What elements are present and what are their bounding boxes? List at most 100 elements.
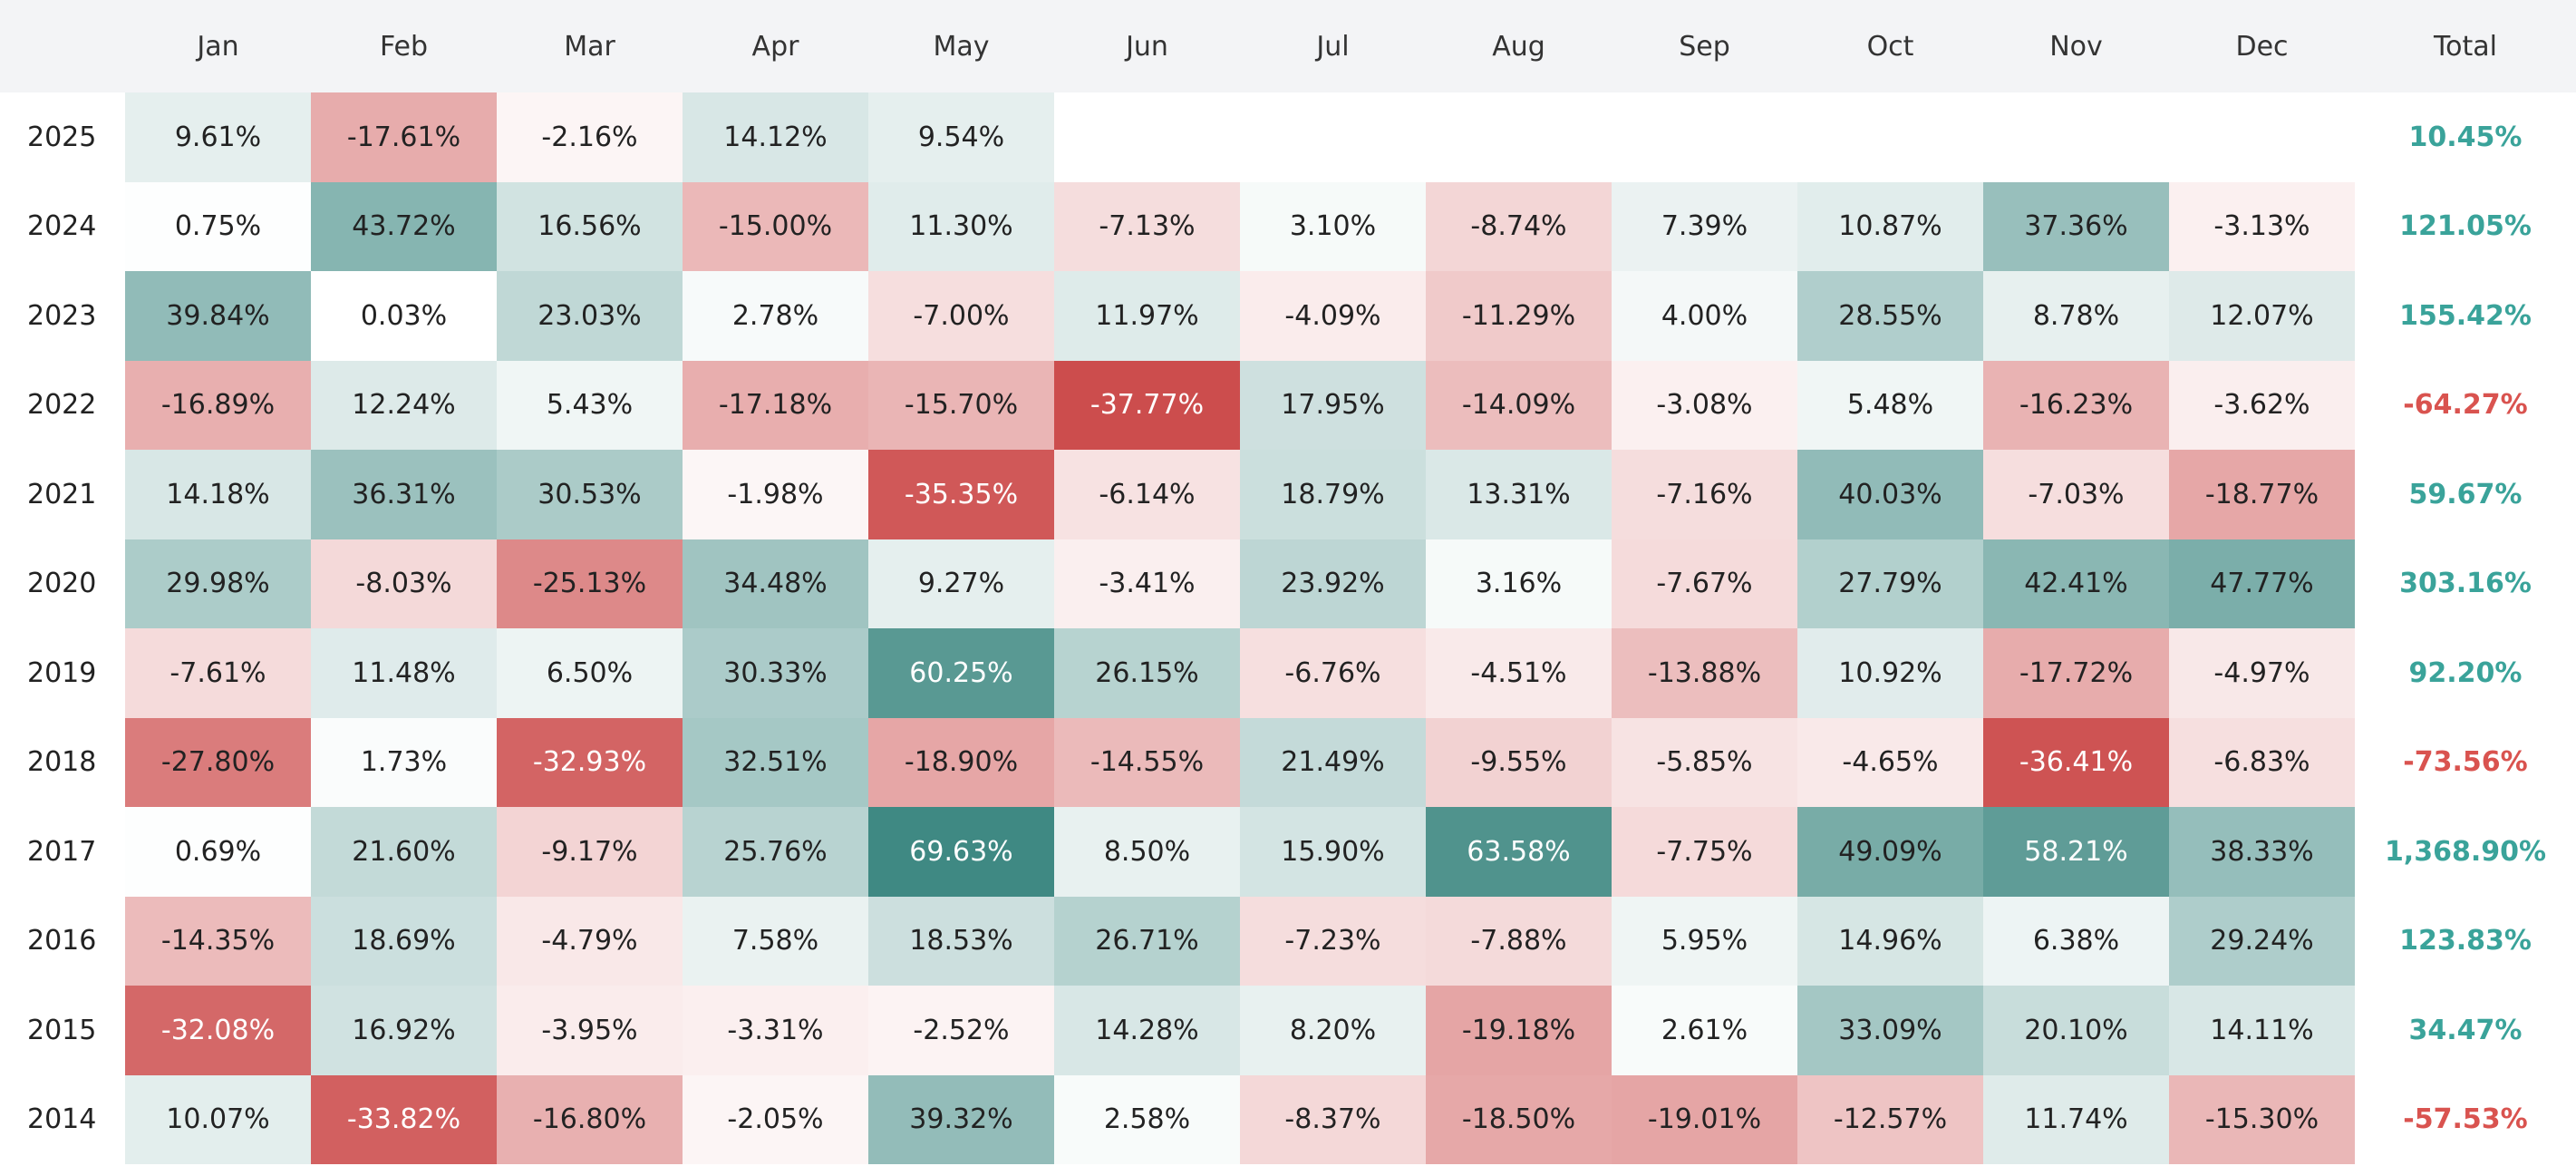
return-cell: 14.96% (1797, 896, 1983, 986)
return-cell: 36.31% (311, 450, 497, 539)
year-total: 303.16% (2399, 568, 2532, 600)
return-cell: -19.01% (1612, 1074, 1797, 1164)
year-total: 123.83% (2399, 925, 2532, 957)
return-cell: -3.41% (1054, 539, 1240, 628)
return-cell: -7.16% (1612, 450, 1797, 539)
return-cell: 13.31% (1426, 450, 1612, 539)
return-cell: -3.62% (2169, 360, 2355, 450)
month-header: Dec (2169, 0, 2355, 92)
month-header: Jul (1240, 0, 1426, 92)
return-cell: -14.55% (1054, 717, 1240, 807)
return-cell: 32.51% (683, 717, 868, 807)
return-cell: 39.84% (125, 271, 311, 361)
return-cell: -33.82% (311, 1074, 497, 1164)
return-cell: -4.79% (497, 896, 683, 986)
month-header: Aug (1426, 0, 1612, 92)
return-cell (1054, 92, 1240, 182)
return-cell: -4.97% (2169, 628, 2355, 718)
return-cell: 49.09% (1797, 807, 1983, 897)
return-cell: 23.03% (497, 271, 683, 361)
return-cell: -7.00% (868, 271, 1054, 361)
return-cell: -15.70% (868, 360, 1054, 450)
return-cell: -7.23% (1240, 896, 1426, 986)
return-cell: -4.65% (1797, 717, 1983, 807)
return-cell: 6.38% (1983, 896, 2169, 986)
return-cell: 3.16% (1426, 539, 1612, 628)
month-header: Jun (1054, 0, 1240, 92)
month-header: Feb (311, 0, 497, 92)
return-cell: -5.85% (1612, 717, 1797, 807)
return-cell: 6.50% (497, 628, 683, 718)
return-cell: -27.80% (125, 717, 311, 807)
year-total: -57.53% (2403, 1103, 2528, 1136)
year-total: 34.47% (2408, 1014, 2523, 1046)
return-cell: -15.30% (2169, 1074, 2355, 1164)
return-cell: 2.58% (1054, 1074, 1240, 1164)
return-cell: -6.14% (1054, 450, 1240, 539)
return-cell: 33.09% (1797, 986, 1983, 1075)
return-cell: 18.79% (1240, 450, 1426, 539)
month-header: Nov (1983, 0, 2169, 92)
return-cell: -13.88% (1612, 628, 1797, 718)
return-cell: 20.10% (1983, 986, 2169, 1075)
return-cell: 12.24% (311, 360, 497, 450)
return-cell: -7.61% (125, 628, 311, 718)
return-cell: 5.48% (1797, 360, 1983, 450)
return-cell: 10.07% (125, 1074, 311, 1164)
return-cell (1797, 92, 1983, 182)
return-cell: 14.12% (683, 92, 868, 182)
year-total: 121.05% (2399, 210, 2532, 243)
year-label: 2022 (27, 389, 97, 422)
return-cell: -15.00% (683, 181, 868, 271)
return-cell: -11.29% (1426, 271, 1612, 361)
return-cell: -14.09% (1426, 360, 1612, 450)
return-cell: -7.75% (1612, 807, 1797, 897)
return-cell: -6.76% (1240, 628, 1426, 718)
year-label: 2020 (27, 568, 97, 600)
return-cell: 15.90% (1240, 807, 1426, 897)
return-cell: -2.16% (497, 92, 683, 182)
return-cell: -8.37% (1240, 1074, 1426, 1164)
return-cell (2169, 92, 2355, 182)
return-cell: -9.17% (497, 807, 683, 897)
return-cell: 14.11% (2169, 986, 2355, 1075)
month-header: Mar (497, 0, 683, 92)
year-label: 2014 (27, 1103, 97, 1136)
return-cell: -32.08% (125, 986, 311, 1075)
year-total: 1,368.90% (2384, 835, 2547, 868)
return-cell: -18.77% (2169, 450, 2355, 539)
return-cell: 37.36% (1983, 181, 2169, 271)
return-cell: 69.63% (868, 807, 1054, 897)
return-cell: -17.72% (1983, 628, 2169, 718)
return-cell: 16.92% (311, 986, 497, 1075)
return-cell: -18.90% (868, 717, 1054, 807)
return-cell: -16.23% (1983, 360, 2169, 450)
return-cell: 47.77% (2169, 539, 2355, 628)
return-cell: 21.60% (311, 807, 497, 897)
year-total: 59.67% (2408, 478, 2523, 510)
return-cell: -7.67% (1612, 539, 1797, 628)
return-cell: -35.35% (868, 450, 1054, 539)
return-cell: -4.09% (1240, 271, 1426, 361)
return-cell: 16.56% (497, 181, 683, 271)
year-label: 2021 (27, 478, 97, 510)
return-cell: -8.74% (1426, 181, 1612, 271)
return-cell: -32.93% (497, 717, 683, 807)
return-cell: 0.03% (311, 271, 497, 361)
return-cell: 21.49% (1240, 717, 1426, 807)
return-cell: 7.58% (683, 896, 868, 986)
return-cell: 26.71% (1054, 896, 1240, 986)
return-cell: 8.50% (1054, 807, 1240, 897)
return-cell: 29.24% (2169, 896, 2355, 986)
return-cell: -6.83% (2169, 717, 2355, 807)
total-header: Total (2355, 0, 2576, 92)
return-cell: 40.03% (1797, 450, 1983, 539)
return-cell: 27.79% (1797, 539, 1983, 628)
return-cell: -16.89% (125, 360, 311, 450)
return-cell: 8.20% (1240, 986, 1426, 1075)
return-cell: 4.00% (1612, 271, 1797, 361)
return-cell: -7.88% (1426, 896, 1612, 986)
year-label: 2018 (27, 746, 97, 779)
return-cell (1426, 92, 1612, 182)
